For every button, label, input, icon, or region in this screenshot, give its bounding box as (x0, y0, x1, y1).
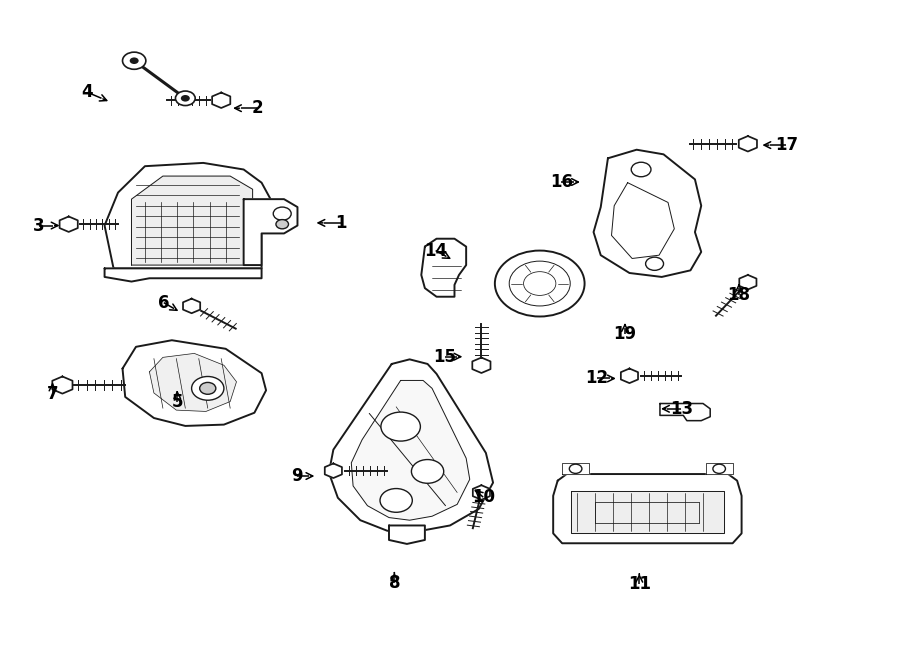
Text: 10: 10 (472, 488, 495, 506)
Polygon shape (131, 176, 253, 265)
Polygon shape (328, 359, 493, 532)
Circle shape (380, 489, 412, 512)
Text: 16: 16 (550, 173, 572, 191)
Polygon shape (325, 463, 342, 478)
Circle shape (713, 464, 725, 473)
Text: 11: 11 (628, 575, 651, 593)
Text: 1: 1 (335, 214, 346, 232)
Text: 2: 2 (251, 99, 263, 117)
Polygon shape (351, 381, 470, 520)
Circle shape (181, 95, 190, 101)
Circle shape (274, 207, 292, 220)
Polygon shape (472, 357, 490, 373)
Text: 18: 18 (727, 287, 751, 305)
Polygon shape (611, 183, 674, 258)
Polygon shape (572, 491, 724, 534)
Circle shape (200, 383, 216, 395)
Circle shape (176, 91, 195, 105)
Polygon shape (212, 93, 230, 108)
Polygon shape (739, 275, 757, 289)
Polygon shape (244, 199, 298, 265)
Polygon shape (554, 474, 742, 544)
Text: 6: 6 (158, 294, 169, 312)
Text: 13: 13 (670, 400, 693, 418)
Polygon shape (59, 216, 77, 232)
Circle shape (276, 220, 289, 229)
Polygon shape (621, 369, 638, 383)
Polygon shape (149, 354, 237, 411)
Text: 4: 4 (82, 83, 94, 101)
Polygon shape (594, 150, 701, 277)
Polygon shape (421, 239, 466, 297)
Text: 3: 3 (33, 216, 45, 234)
Circle shape (570, 464, 582, 473)
Circle shape (122, 52, 146, 70)
Circle shape (192, 377, 224, 401)
Text: 14: 14 (424, 242, 447, 260)
Text: 19: 19 (614, 325, 636, 344)
Text: 5: 5 (172, 393, 183, 410)
Polygon shape (104, 163, 271, 268)
Polygon shape (52, 377, 73, 394)
Circle shape (524, 271, 556, 295)
Circle shape (130, 58, 139, 64)
Polygon shape (104, 268, 262, 281)
Circle shape (411, 459, 444, 483)
Text: 7: 7 (47, 385, 58, 402)
Polygon shape (389, 526, 425, 544)
Circle shape (645, 257, 663, 270)
Polygon shape (472, 485, 490, 500)
Polygon shape (562, 463, 590, 474)
Text: 9: 9 (291, 467, 302, 485)
Polygon shape (122, 340, 266, 426)
Text: 12: 12 (586, 369, 608, 387)
Polygon shape (706, 463, 733, 474)
Polygon shape (183, 299, 200, 313)
Text: 8: 8 (389, 574, 400, 592)
Text: 17: 17 (775, 136, 798, 154)
Text: 15: 15 (433, 348, 456, 365)
Polygon shape (660, 404, 710, 420)
Circle shape (509, 261, 571, 306)
Circle shape (495, 251, 585, 316)
Polygon shape (739, 136, 757, 152)
Circle shape (381, 412, 420, 441)
Circle shape (631, 162, 651, 177)
